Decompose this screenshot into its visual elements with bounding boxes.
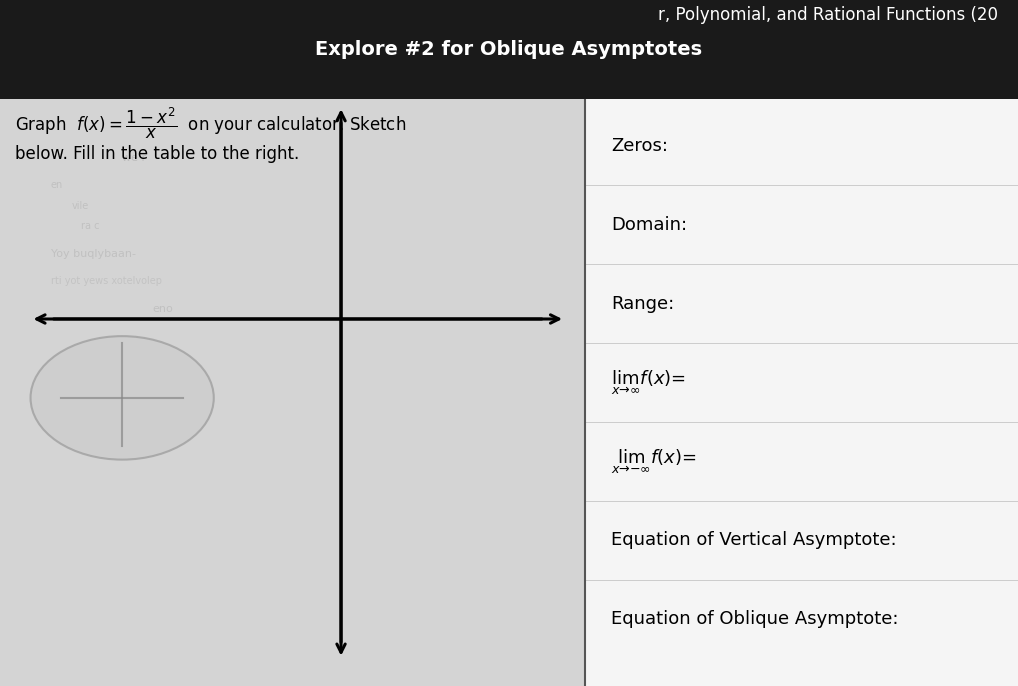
Circle shape xyxy=(31,336,214,460)
Text: en: en xyxy=(51,180,63,190)
Bar xyxy=(585,0,1018,686)
Text: Graph  $f(x) = \dfrac{1-x^2}{x}$  on your calculator. Sketch: Graph $f(x) = \dfrac{1-x^2}{x}$ on your … xyxy=(15,106,406,141)
Text: Range:: Range: xyxy=(611,294,674,313)
Text: we r: we r xyxy=(122,153,147,163)
Bar xyxy=(0,0,1018,99)
Text: Equation of Oblique Asymptote:: Equation of Oblique Asymptote: xyxy=(611,610,898,628)
Text: below. Fill in the table to the right.: below. Fill in the table to the right. xyxy=(15,145,299,163)
Text: Zeros:: Zeros: xyxy=(611,137,668,155)
Text: $\lim_{x \to \infty} f(x) =$: $\lim_{x \to \infty} f(x) =$ xyxy=(611,368,686,397)
Text: Equation of Vertical Asymptote:: Equation of Vertical Asymptote: xyxy=(611,531,897,549)
Text: Domain:: Domain: xyxy=(611,215,687,234)
Bar xyxy=(0,0,585,686)
Text: eno: eno xyxy=(153,304,173,314)
Text: ra c: ra c xyxy=(81,222,100,231)
Text: $\lim_{x \to -\infty} f(x) =$: $\lim_{x \to -\infty} f(x) =$ xyxy=(611,447,696,475)
Text: Explore #2 for Oblique Asymptotes: Explore #2 for Oblique Asymptotes xyxy=(316,40,702,59)
Text: Yoy buqlybaan-: Yoy buqlybaan- xyxy=(51,249,135,259)
Text: r, Polynomial, and Rational Functions (20: r, Polynomial, and Rational Functions (2… xyxy=(658,6,998,24)
Text: rti yot yews xotelvolep: rti yot yews xotelvolep xyxy=(51,276,162,286)
Text: vile: vile xyxy=(71,201,89,211)
